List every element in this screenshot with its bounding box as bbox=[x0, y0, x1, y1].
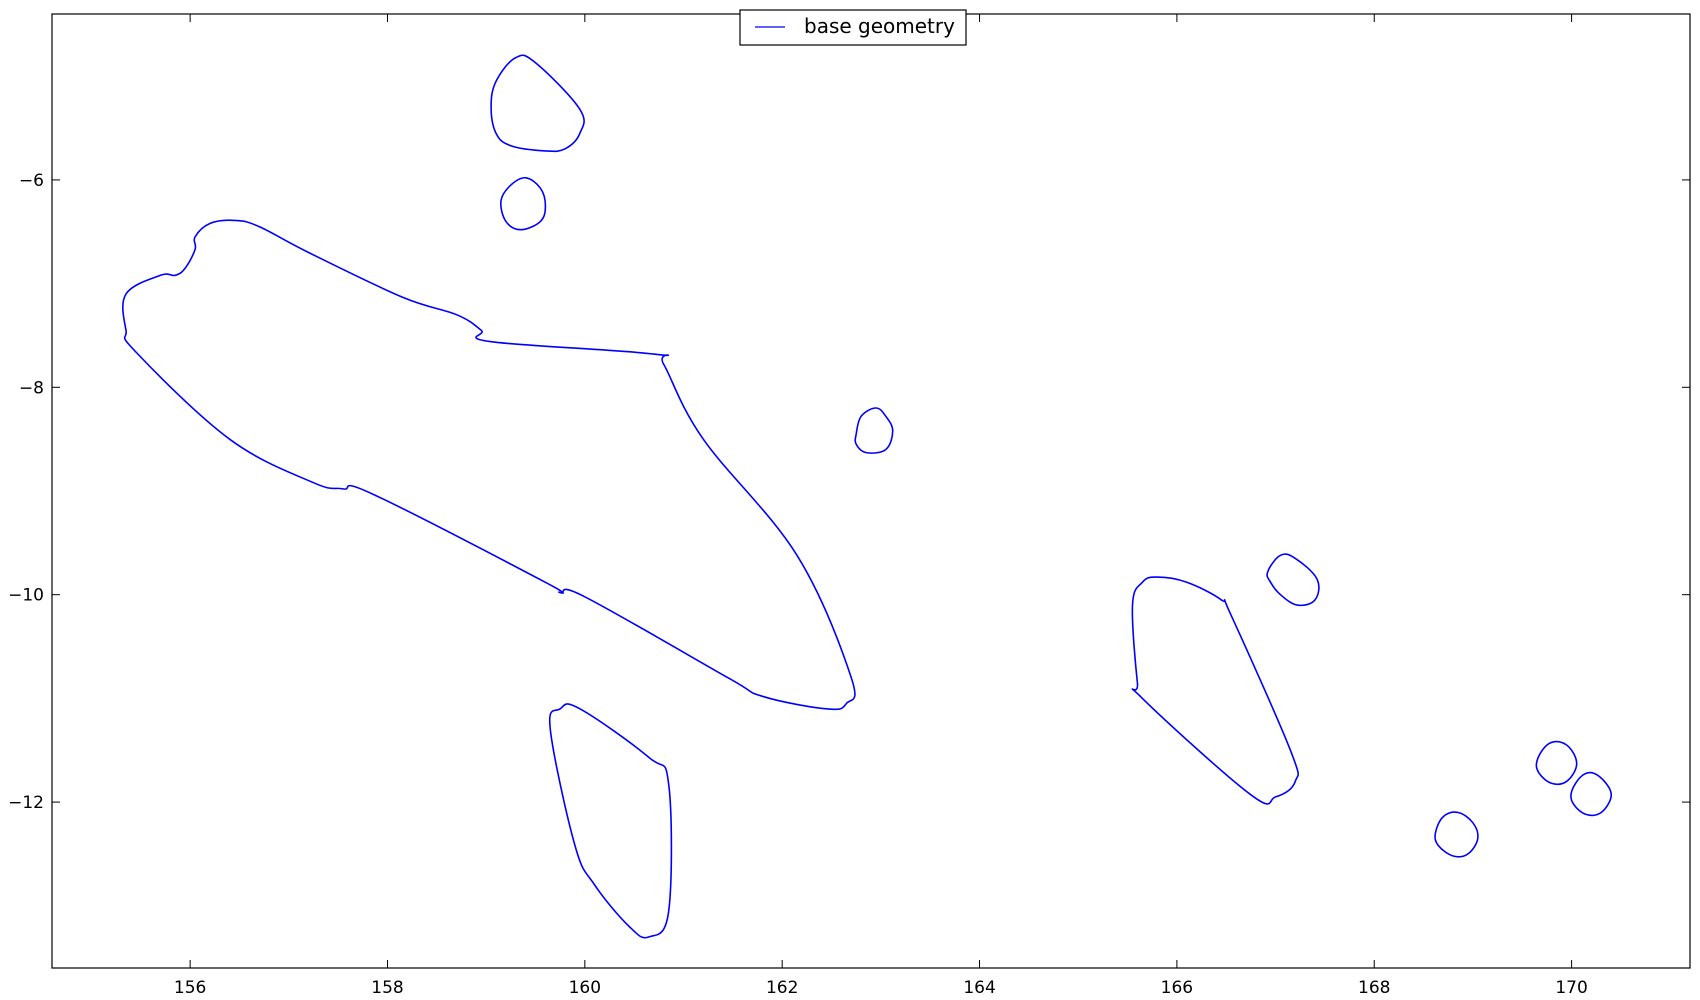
x-tick-label: 166 bbox=[1161, 978, 1193, 998]
y-tick-label: −12 bbox=[8, 793, 44, 813]
x-tick-label: 168 bbox=[1358, 978, 1390, 998]
y-tick-label: −10 bbox=[8, 586, 44, 606]
x-tick-label: 164 bbox=[963, 978, 995, 998]
geometry-polygon-7 bbox=[1266, 553, 1320, 607]
y-tick-label: −6 bbox=[19, 171, 44, 191]
geometry-polygon-3 bbox=[500, 176, 547, 231]
geometry-polygon-4 bbox=[548, 703, 673, 939]
geometry-polygon-5 bbox=[854, 407, 894, 454]
x-tick-label: 158 bbox=[371, 978, 403, 998]
axes: 156 158 160 162 164 166 168 170 −6 −8 −10 −12 bbox=[8, 13, 1691, 998]
legend: base geometry bbox=[739, 9, 967, 46]
geometry-polygon-8 bbox=[1434, 811, 1479, 858]
x-tick-label: 162 bbox=[766, 978, 798, 998]
geometry-polygon-9 bbox=[1535, 740, 1578, 786]
x-tick-label: 160 bbox=[569, 978, 601, 998]
legend-label-base-geometry: base geometry bbox=[804, 14, 955, 38]
geometry-polygon-2 bbox=[490, 54, 585, 153]
geometry-polygon-10 bbox=[1570, 771, 1613, 817]
y-tick-label: −8 bbox=[19, 378, 44, 398]
geometry-polygon-6 bbox=[1131, 576, 1299, 805]
x-tick-label: 156 bbox=[174, 978, 206, 998]
x-tick-label: 170 bbox=[1555, 978, 1587, 998]
series-layer bbox=[122, 54, 1613, 939]
geometry-polygon-1 bbox=[122, 219, 856, 711]
plot-frame bbox=[51, 13, 1691, 969]
